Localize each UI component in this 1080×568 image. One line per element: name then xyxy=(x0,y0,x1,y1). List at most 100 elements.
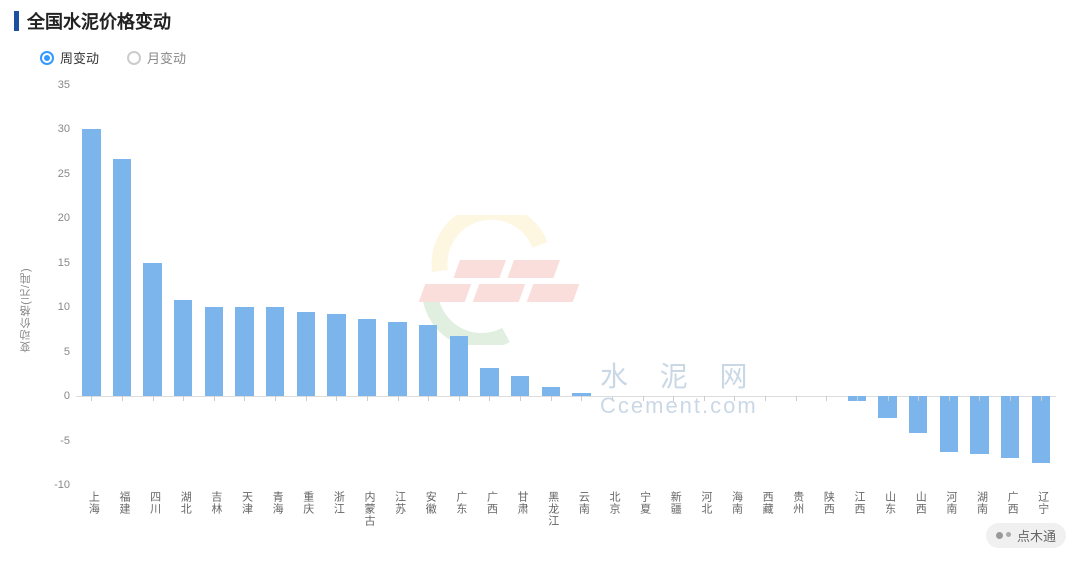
x-tick xyxy=(183,396,184,401)
x-tick xyxy=(428,396,429,401)
bar[interactable] xyxy=(450,336,468,396)
x-tick xyxy=(91,396,92,401)
bar[interactable] xyxy=(480,368,498,396)
x-tick xyxy=(581,396,582,401)
y-tick-label: 30 xyxy=(36,123,70,135)
bar[interactable] xyxy=(235,307,253,396)
radio-monthly-indicator xyxy=(127,51,141,65)
x-category-label: 青海 xyxy=(269,491,285,515)
bar[interactable] xyxy=(297,312,315,396)
x-category-label: 河北 xyxy=(698,491,714,515)
y-tick-label: 15 xyxy=(36,257,70,269)
chart-area: 变动价格(元/吨) 水 泥 网 Ccement.com -10-50510152… xyxy=(30,75,1070,545)
y-axis-label: 变动价格(元/吨) xyxy=(18,267,34,352)
x-category-label: 西藏 xyxy=(759,491,775,515)
x-category-label: 内蒙古 xyxy=(361,491,377,527)
header-accent-bar xyxy=(14,11,19,31)
bar[interactable] xyxy=(419,325,437,396)
x-tick xyxy=(306,396,307,401)
x-tick xyxy=(489,396,490,401)
bar[interactable] xyxy=(143,263,161,396)
x-category-label: 天津 xyxy=(238,491,254,515)
x-tick xyxy=(551,396,552,401)
x-category-label: 北京 xyxy=(606,491,622,515)
page-title: 全国水泥价格变动 xyxy=(27,8,171,34)
x-tick xyxy=(673,396,674,401)
y-tick-label: -10 xyxy=(36,479,70,491)
y-tick-label: -5 xyxy=(36,435,70,447)
footer-brand-text: 点木通 xyxy=(1017,526,1056,545)
x-category-label: 吉林 xyxy=(208,491,224,515)
radio-monthly[interactable]: 月变动 xyxy=(127,48,186,67)
x-category-label: 山西 xyxy=(912,491,928,515)
x-tick xyxy=(244,396,245,401)
x-category-label: 宁夏 xyxy=(637,491,653,515)
bar[interactable] xyxy=(1001,396,1019,458)
x-tick xyxy=(612,396,613,401)
x-category-label: 广东 xyxy=(453,491,469,515)
x-tick xyxy=(765,396,766,401)
x-tick xyxy=(122,396,123,401)
bar[interactable] xyxy=(909,396,927,433)
x-category-label: 福建 xyxy=(116,491,132,515)
bar[interactable] xyxy=(266,307,284,396)
wechat-icon xyxy=(996,532,1011,539)
bar[interactable] xyxy=(970,396,988,454)
x-category-label: 山东 xyxy=(882,491,898,515)
x-tick xyxy=(918,396,919,401)
footer-brand-badge[interactable]: 点木通 xyxy=(986,523,1066,548)
x-tick xyxy=(275,396,276,401)
x-category-label: 河南 xyxy=(943,491,959,515)
x-category-label: 广西 xyxy=(1004,491,1020,515)
x-category-label: 湖南 xyxy=(973,491,989,515)
x-tick xyxy=(796,396,797,401)
bar[interactable] xyxy=(542,387,560,396)
x-category-label: 贵州 xyxy=(790,491,806,515)
x-tick xyxy=(857,396,858,401)
x-tick xyxy=(1041,396,1042,401)
radio-weekly-indicator xyxy=(40,51,54,65)
x-tick xyxy=(949,396,950,401)
x-tick xyxy=(643,396,644,401)
x-tick xyxy=(459,396,460,401)
bar[interactable] xyxy=(113,159,131,396)
x-tick xyxy=(153,396,154,401)
x-tick xyxy=(214,396,215,401)
plot-area: -10-505101520253035上海福建四川湖北吉林天津青海重庆浙江内蒙古… xyxy=(76,85,1056,485)
bar[interactable] xyxy=(358,319,376,396)
x-category-label: 甘肃 xyxy=(514,491,530,515)
x-category-label: 安徽 xyxy=(422,491,438,515)
x-category-label: 重庆 xyxy=(300,491,316,515)
x-category-label: 黑龙江 xyxy=(545,491,561,527)
y-tick-label: 20 xyxy=(36,212,70,224)
bar[interactable] xyxy=(511,376,529,396)
x-category-label: 云南 xyxy=(575,491,591,515)
x-category-label: 陕西 xyxy=(820,491,836,515)
x-category-label: 新疆 xyxy=(667,491,683,515)
x-category-label: 浙江 xyxy=(330,491,346,515)
x-category-label: 江西 xyxy=(851,491,867,515)
bar[interactable] xyxy=(1032,396,1050,463)
x-category-label: 广西 xyxy=(483,491,499,515)
radio-weekly[interactable]: 周变动 xyxy=(40,48,99,67)
period-controls: 周变动 月变动 xyxy=(0,38,1080,75)
x-tick xyxy=(336,396,337,401)
bar[interactable] xyxy=(82,129,100,396)
bar[interactable] xyxy=(327,314,345,396)
bar[interactable] xyxy=(174,300,192,396)
y-tick-label: 5 xyxy=(36,346,70,358)
x-category-label: 上海 xyxy=(85,491,101,515)
y-tick-label: 10 xyxy=(36,301,70,313)
radio-monthly-label: 月变动 xyxy=(147,48,186,67)
y-tick-label: 35 xyxy=(36,79,70,91)
y-tick-label: 0 xyxy=(36,390,70,402)
x-category-label: 海南 xyxy=(728,491,744,515)
x-tick xyxy=(704,396,705,401)
x-tick xyxy=(520,396,521,401)
x-tick xyxy=(979,396,980,401)
bar[interactable] xyxy=(205,307,223,396)
bar[interactable] xyxy=(388,322,406,396)
bar[interactable] xyxy=(940,396,958,452)
x-tick xyxy=(367,396,368,401)
x-tick xyxy=(888,396,889,401)
